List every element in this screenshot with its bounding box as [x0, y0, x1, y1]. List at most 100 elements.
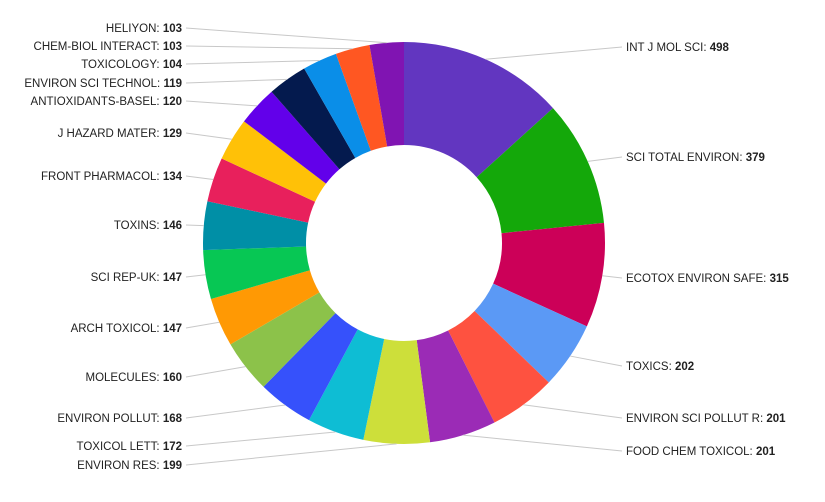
slice-label-arch-toxicol: ARCH TOXICOL: 147	[71, 323, 182, 335]
leader-line-environ-pollut	[185, 404, 286, 419]
slice-label-value: 147	[163, 323, 182, 335]
slice-label-name: SCI REP-UK:	[91, 272, 163, 284]
slice-label-name: CHEM-BIOL INTERACT:	[34, 41, 163, 53]
slice-label-name: ENVIRON RES:	[77, 460, 163, 472]
leader-line-ecotox-environ-safe	[602, 275, 623, 279]
leader-line-toxicol-lett	[185, 431, 336, 447]
slice-molecules[interactable]	[230, 292, 336, 387]
slice-label-name: TOXICOL LETT:	[77, 441, 163, 453]
slice-label-name: TOXICS:	[626, 361, 675, 373]
labels-group: INT J MOL SCI: 498 SCI TOTAL ENVIRON: 379…	[24, 23, 789, 472]
leader-line-chem-biol-interact	[185, 45, 353, 50]
slice-label-value: 172	[163, 441, 182, 453]
slice-label-sci-rep-uk: SCI REP-UK: 147	[91, 272, 182, 284]
slice-label-name: TOXINS:	[114, 220, 163, 232]
slice-toxics[interactable]	[474, 283, 587, 383]
slice-label-value: 103	[163, 23, 182, 35]
slice-label-name: TOXICOLOGY:	[81, 59, 163, 71]
slice-label-chem-biol-interact: CHEM-BIOL INTERACT: 103	[34, 41, 182, 53]
slice-label-value: 134	[163, 171, 183, 183]
slice-label-value: 201	[756, 446, 776, 458]
slice-label-environ-sci-pollut-r: ENVIRON SCI POLLUT R: 201	[626, 413, 786, 425]
slice-environ-pollut[interactable]	[263, 313, 358, 421]
slice-label-value: 199	[163, 460, 182, 472]
leader-line-antioxidants-basel	[185, 100, 258, 107]
slice-label-toxins: TOXINS: 146	[114, 220, 182, 232]
slice-toxins[interactable]	[203, 201, 309, 251]
leader-line-int-j-mol-sci	[485, 46, 623, 60]
slice-label-value: 379	[746, 152, 765, 164]
leader-line-toxins	[185, 224, 204, 227]
slice-label-name: ANTIOXIDANTS-BASEL:	[31, 96, 163, 108]
leader-line-environ-res	[185, 443, 397, 466]
slice-label-value: 201	[766, 413, 786, 425]
slice-label-value: 146	[163, 220, 182, 232]
slice-label-value: 129	[163, 128, 182, 140]
slice-toxicology[interactable]	[304, 53, 371, 158]
slice-label-name: HELIYON:	[106, 23, 163, 35]
leader-line-toxics	[570, 355, 623, 367]
slice-label-value: 168	[163, 413, 183, 425]
leader-line-environ-sci-pollut-r	[523, 404, 623, 419]
leader-lines-group	[185, 27, 623, 466]
slice-label-name: ECOTOX ENVIRON SAFE:	[626, 273, 770, 285]
slice-label-value: 104	[163, 59, 183, 71]
slice-toxicol-lett[interactable]	[309, 329, 385, 440]
slice-environ-sci-pollut-r[interactable]	[448, 310, 549, 423]
slice-label-value: 202	[675, 361, 694, 373]
slice-front-pharmacol[interactable]	[207, 158, 316, 223]
slices-group	[203, 42, 605, 445]
slice-label-name: ENVIRON SCI TECHNOL:	[24, 78, 163, 90]
slice-antioxidants-basel[interactable]	[244, 91, 340, 184]
slice-label-j-hazard-mater: J HAZARD MATER: 129	[58, 128, 182, 140]
leader-line-food-chem-toxicol	[463, 434, 623, 452]
slice-label-toxicology: TOXICOLOGY: 104	[81, 59, 182, 71]
leader-line-sci-rep-uk	[185, 274, 206, 278]
slice-label-environ-sci-technol: ENVIRON SCI TECHNOL: 119	[24, 78, 182, 90]
slice-j-hazard-mater[interactable]	[221, 121, 326, 202]
slice-sci-rep-uk[interactable]	[203, 246, 310, 299]
slice-label-value: 119	[163, 78, 182, 90]
slice-chem-biol-interact[interactable]	[335, 44, 388, 151]
slice-food-chem-toxicol[interactable]	[416, 330, 495, 443]
slice-sci-total-environ[interactable]	[476, 108, 604, 234]
slice-environ-res[interactable]	[363, 338, 431, 445]
slice-label-heliyon: HELIYON: 103	[106, 23, 182, 35]
slice-label-value: 160	[163, 372, 182, 384]
leader-line-j-hazard-mater	[185, 132, 232, 140]
slice-label-name: ENVIRON POLLUT:	[57, 413, 162, 425]
slice-label-value: 315	[770, 273, 790, 285]
slice-label-name: J HAZARD MATER:	[58, 128, 163, 140]
leader-line-molecules	[185, 366, 246, 378]
slice-label-toxics: TOXICS: 202	[626, 361, 694, 373]
leader-line-environ-sci-technol	[185, 78, 288, 84]
slice-int-j-mol-sci[interactable]	[404, 42, 554, 178]
slice-label-value: 498	[710, 42, 730, 54]
slice-ecotox-environ-safe[interactable]	[493, 222, 605, 327]
slice-label-name: SCI TOTAL ENVIRON:	[626, 152, 746, 164]
slice-label-food-chem-toxicol: FOOD CHEM TOXICOL: 201	[626, 446, 776, 458]
leader-line-sci-total-environ	[587, 156, 623, 162]
slice-label-name: ENVIRON SCI POLLUT R:	[626, 413, 766, 425]
slice-label-name: FOOD CHEM TOXICOL:	[626, 446, 756, 458]
slice-label-antioxidants-basel: ANTIOXIDANTS-BASEL: 120	[31, 96, 182, 108]
slice-label-value: 147	[163, 272, 182, 284]
leader-line-toxicology	[185, 60, 320, 65]
slice-label-value: 103	[163, 41, 182, 53]
slice-environ-sci-technol[interactable]	[271, 68, 356, 170]
slice-label-environ-res: ENVIRON RES: 199	[77, 460, 182, 472]
leader-line-heliyon	[185, 27, 387, 44]
leader-line-front-pharmacol	[185, 175, 214, 180]
slice-label-name: FRONT PHARMACOL:	[41, 171, 163, 183]
slice-label-front-pharmacol: FRONT PHARMACOL: 134	[41, 171, 183, 183]
slice-label-sci-total-environ: SCI TOTAL ENVIRON: 379	[626, 152, 765, 164]
slice-arch-toxicol[interactable]	[210, 270, 320, 345]
slice-heliyon[interactable]	[369, 42, 404, 147]
slice-label-name: MOLECULES:	[85, 372, 162, 384]
slice-label-ecotox-environ-safe: ECOTOX ENVIRON SAFE: 315	[626, 273, 789, 285]
leader-line-arch-toxicol	[185, 321, 220, 329]
slice-label-value: 120	[163, 96, 182, 108]
slice-label-molecules: MOLECULES: 160	[85, 372, 182, 384]
slice-label-int-j-mol-sci: INT J MOL SCI: 498	[626, 42, 730, 54]
